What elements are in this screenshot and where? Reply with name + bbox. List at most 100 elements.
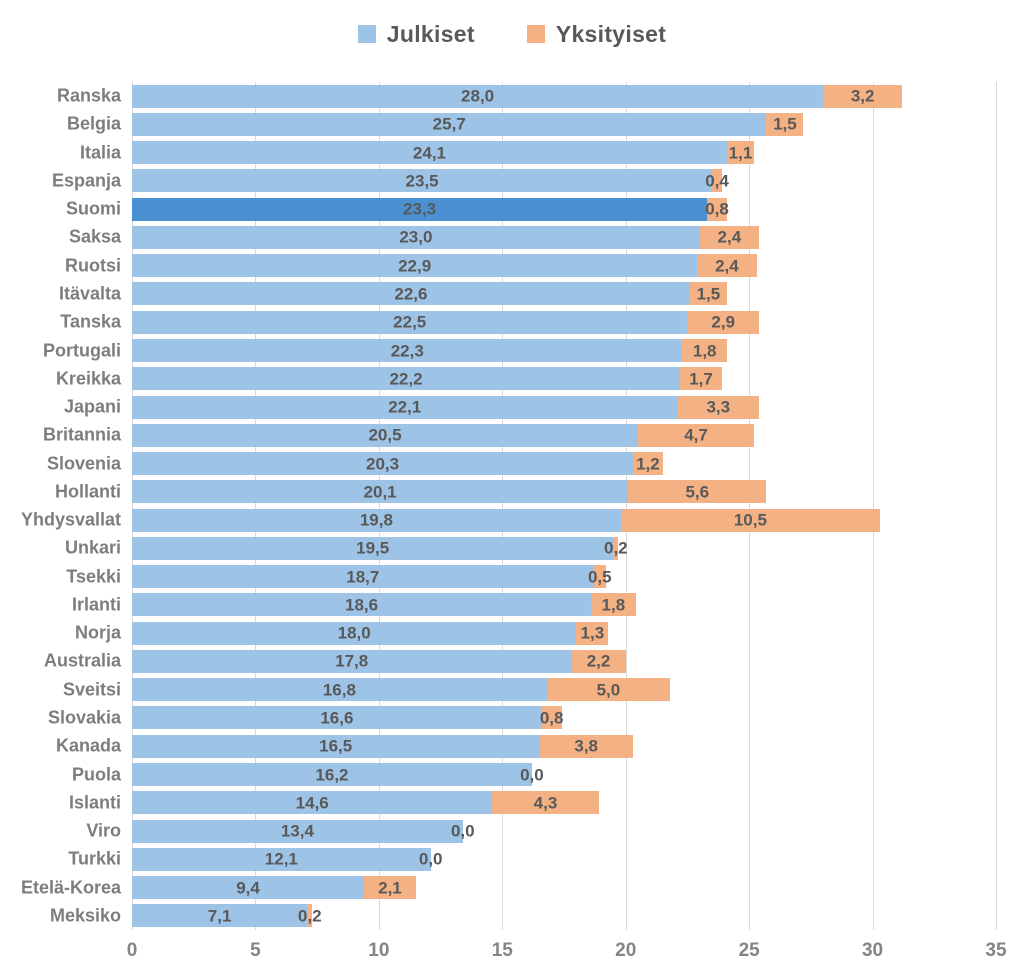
category-label: Unkari bbox=[64, 537, 121, 558]
bar-stack: 9,4 2,1 bbox=[132, 876, 996, 900]
bar-stack: 28,0 3,2 bbox=[132, 84, 996, 108]
value-label: 22,6 bbox=[394, 284, 428, 304]
x-axis-tick-label: 5 bbox=[250, 940, 261, 961]
value-label: 2,2 bbox=[586, 651, 611, 671]
bar-stack: 17,8 2,2 bbox=[132, 649, 996, 673]
value-label: 20,5 bbox=[368, 425, 402, 445]
value-label: 22,1 bbox=[388, 397, 422, 417]
value-label: 5,6 bbox=[685, 482, 710, 502]
value-label: 3,8 bbox=[574, 736, 599, 756]
category-label: Irlanti bbox=[71, 594, 121, 615]
julkiset-segment: 18,7 bbox=[132, 565, 594, 589]
gridline bbox=[378, 82, 380, 930]
value-label: 19,5 bbox=[356, 538, 390, 558]
gridline bbox=[872, 82, 874, 930]
value-label: 0,8 bbox=[539, 708, 564, 728]
value-label: 4,7 bbox=[684, 425, 708, 445]
value-label: 0,8 bbox=[705, 199, 729, 219]
bar-stack: 16,2 0,0 bbox=[132, 763, 996, 786]
value-label: 16,8 bbox=[322, 680, 356, 700]
bar-stack: 13,4 0,0 bbox=[132, 819, 996, 843]
bar-row: Kanada 16,5 3,8 bbox=[56, 732, 996, 760]
bar-row: Slovenia 20,3 1,2 bbox=[47, 449, 996, 477]
value-label: 3,2 bbox=[850, 86, 875, 106]
yksityiset-segment: 2,4 bbox=[699, 225, 759, 249]
bar-stack: 22,1 3,3 bbox=[132, 395, 996, 419]
yksityiset-segment: 1,5 bbox=[689, 282, 727, 306]
julkiset-segment: 16,8 bbox=[132, 678, 547, 702]
value-label: 2,4 bbox=[717, 227, 742, 247]
julkiset-segment: 16,6 bbox=[132, 706, 542, 730]
value-label: 0,2 bbox=[603, 538, 628, 558]
value-label: 1,7 bbox=[689, 369, 713, 389]
yksityiset-segment: 4,7 bbox=[638, 423, 755, 447]
julkiset-segment: 22,6 bbox=[132, 282, 690, 306]
value-label: 1,8 bbox=[601, 595, 626, 615]
julkiset-segment: 24,1 bbox=[132, 141, 727, 165]
bar-stack: 7,1 0,2 bbox=[132, 904, 996, 928]
value-label: 18,6 bbox=[345, 595, 379, 615]
category-label: Tanska bbox=[60, 311, 121, 332]
bar-stack: 16,6 0,8 bbox=[132, 706, 996, 730]
bar-row: Espanja 23,5 0,4 bbox=[52, 167, 996, 195]
yksityiset-segment: 5,0 bbox=[546, 678, 671, 702]
julkiset-segment: 22,2 bbox=[132, 367, 681, 391]
value-label: 7,1 bbox=[207, 906, 232, 926]
bar-row: Viro 13,4 0,0 bbox=[86, 817, 996, 845]
x-axis-tick-label: 15 bbox=[491, 940, 513, 961]
gridline bbox=[625, 82, 627, 930]
category-label: Slovakia bbox=[47, 707, 121, 728]
value-label: 1,8 bbox=[692, 341, 717, 361]
bar-row: Ruotsi 22,9 2,4 bbox=[65, 252, 996, 280]
yksityiset-segment: 1,8 bbox=[682, 339, 727, 363]
bar-row: Meksiko 7,1 0,2 bbox=[50, 902, 996, 930]
bar-row: Hollanti 20,1 5,6 bbox=[55, 478, 996, 506]
gridline bbox=[996, 82, 997, 930]
bar-row: Puola 16,2 0,0 bbox=[72, 760, 996, 788]
yksityiset-swatch-icon bbox=[526, 25, 545, 43]
bar-stack: 20,1 5,6 bbox=[132, 480, 996, 504]
x-axis-tick-label: 25 bbox=[738, 940, 760, 961]
julkiset-segment: 7,1 bbox=[132, 904, 308, 928]
value-label: 0,2 bbox=[297, 906, 322, 926]
category-label: Britannia bbox=[42, 424, 121, 445]
bar-stack: 22,6 1,5 bbox=[132, 282, 996, 306]
bar-stack: 12,1 0,0 bbox=[132, 847, 996, 871]
value-label: 22,2 bbox=[389, 369, 423, 389]
yksityiset-segment: 3,2 bbox=[823, 84, 903, 108]
plot-area: Ranska 28,0 3,2 Belgia 25,7 1,5 Italia 24,1 1,1 E… bbox=[21, 82, 997, 930]
category-label: Kanada bbox=[55, 735, 121, 756]
bar-row: Kreikka 22,2 1,7 bbox=[56, 365, 996, 393]
category-label: Meksiko bbox=[49, 905, 121, 926]
julkiset-segment: 23,0 bbox=[132, 225, 700, 249]
yksityiset-segment: 3,3 bbox=[677, 395, 759, 419]
value-label: 23,5 bbox=[405, 171, 439, 191]
julkiset-segment: 28,0 bbox=[132, 84, 824, 108]
value-label: 0,0 bbox=[520, 765, 544, 784]
julkiset-segment: 23,3 bbox=[132, 197, 708, 221]
x-axis-tick-label: 0 bbox=[126, 940, 138, 961]
yksityiset-segment: 0,2 bbox=[298, 904, 322, 928]
category-label: Slovenia bbox=[46, 453, 121, 474]
category-label: Sveitsi bbox=[62, 679, 121, 700]
bar-row: Slovakia 16,6 0,8 bbox=[48, 704, 996, 732]
yksityiset-segment: 0,4 bbox=[705, 169, 729, 193]
value-label: 1,3 bbox=[580, 623, 605, 643]
x-axis-tick-label: 30 bbox=[861, 940, 884, 961]
bar-stack: 18,7 0,5 bbox=[132, 565, 996, 589]
yksityiset-segment: 0,2 bbox=[604, 536, 628, 560]
gridline bbox=[749, 82, 751, 930]
bar-row: Tanska 22,5 2,9 bbox=[60, 308, 996, 336]
bar-row: Yhdysvallat 19,8 10,5 bbox=[21, 506, 996, 534]
bar-row: Turkki 12,1 0,0 bbox=[68, 845, 996, 873]
bar-row: Italia 24,1 1,1 bbox=[80, 139, 996, 167]
value-label: 5,0 bbox=[596, 680, 621, 700]
value-label: 16,6 bbox=[320, 708, 354, 728]
gridlines bbox=[132, 82, 997, 930]
value-label: 0,0 bbox=[450, 821, 475, 841]
julkiset-segment: 19,5 bbox=[132, 536, 614, 560]
category-label: Tsekki bbox=[66, 566, 121, 587]
gridline bbox=[255, 82, 257, 930]
value-label: 20,1 bbox=[363, 482, 397, 502]
